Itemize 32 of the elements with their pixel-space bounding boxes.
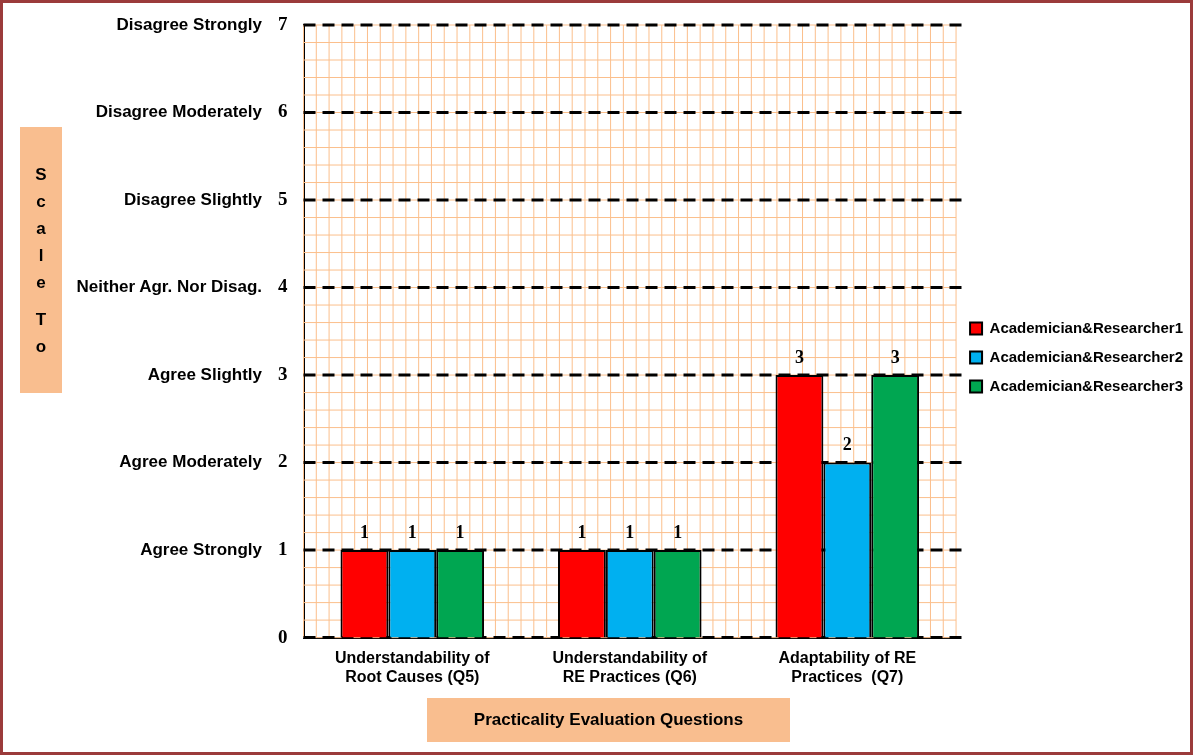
data-label: 1 — [577, 521, 587, 542]
text: Agree Moderately — [119, 452, 263, 472]
text: Disagree Slightly — [124, 189, 263, 209]
data-label: 3 — [794, 346, 804, 367]
x-tick-label: Understandability of Root Causes (Q5) — [334, 648, 491, 685]
text: Agree Strongly — [140, 539, 263, 559]
y-tick-label: 4 — [278, 275, 288, 297]
y-tick-label: 2 — [278, 450, 288, 472]
data-label: 1 — [673, 521, 683, 542]
text: Disagree Moderately — [95, 102, 263, 122]
legend-label: Academician&Researcher3 — [989, 376, 1184, 394]
x-tick-label: Adaptability of RE Practices (Q7) — [778, 648, 917, 685]
data-label: 2 — [842, 434, 852, 455]
text: Scale To — [35, 163, 47, 358]
data-label: 1 — [407, 521, 417, 542]
y-tick-label: 5 — [278, 187, 288, 209]
text: Agree Slightly — [147, 364, 263, 384]
y-tick-label: 0 — [278, 625, 288, 647]
x-axis-title: Practicality Evaluation Questions — [427, 698, 790, 742]
data-label: 1 — [455, 521, 465, 542]
text: Neither Agr. Nor Disag. — [76, 277, 262, 297]
text: Disagree Strongly — [116, 14, 263, 34]
x-tick-label: Understandability of RE Practices (Q6) — [552, 648, 708, 685]
y-tick-label: 3 — [278, 362, 288, 384]
y-tick-label: 6 — [278, 100, 288, 122]
data-label: 3 — [890, 346, 900, 367]
data-label: 1 — [625, 521, 635, 542]
legend-label: Academician&Researcher1 — [989, 318, 1184, 336]
data-label: 1 — [359, 521, 369, 542]
y-tick-label: 7 — [278, 12, 288, 34]
legend-label: Academician&Researcher2 — [989, 347, 1184, 365]
y-tick-label: 1 — [278, 537, 288, 559]
